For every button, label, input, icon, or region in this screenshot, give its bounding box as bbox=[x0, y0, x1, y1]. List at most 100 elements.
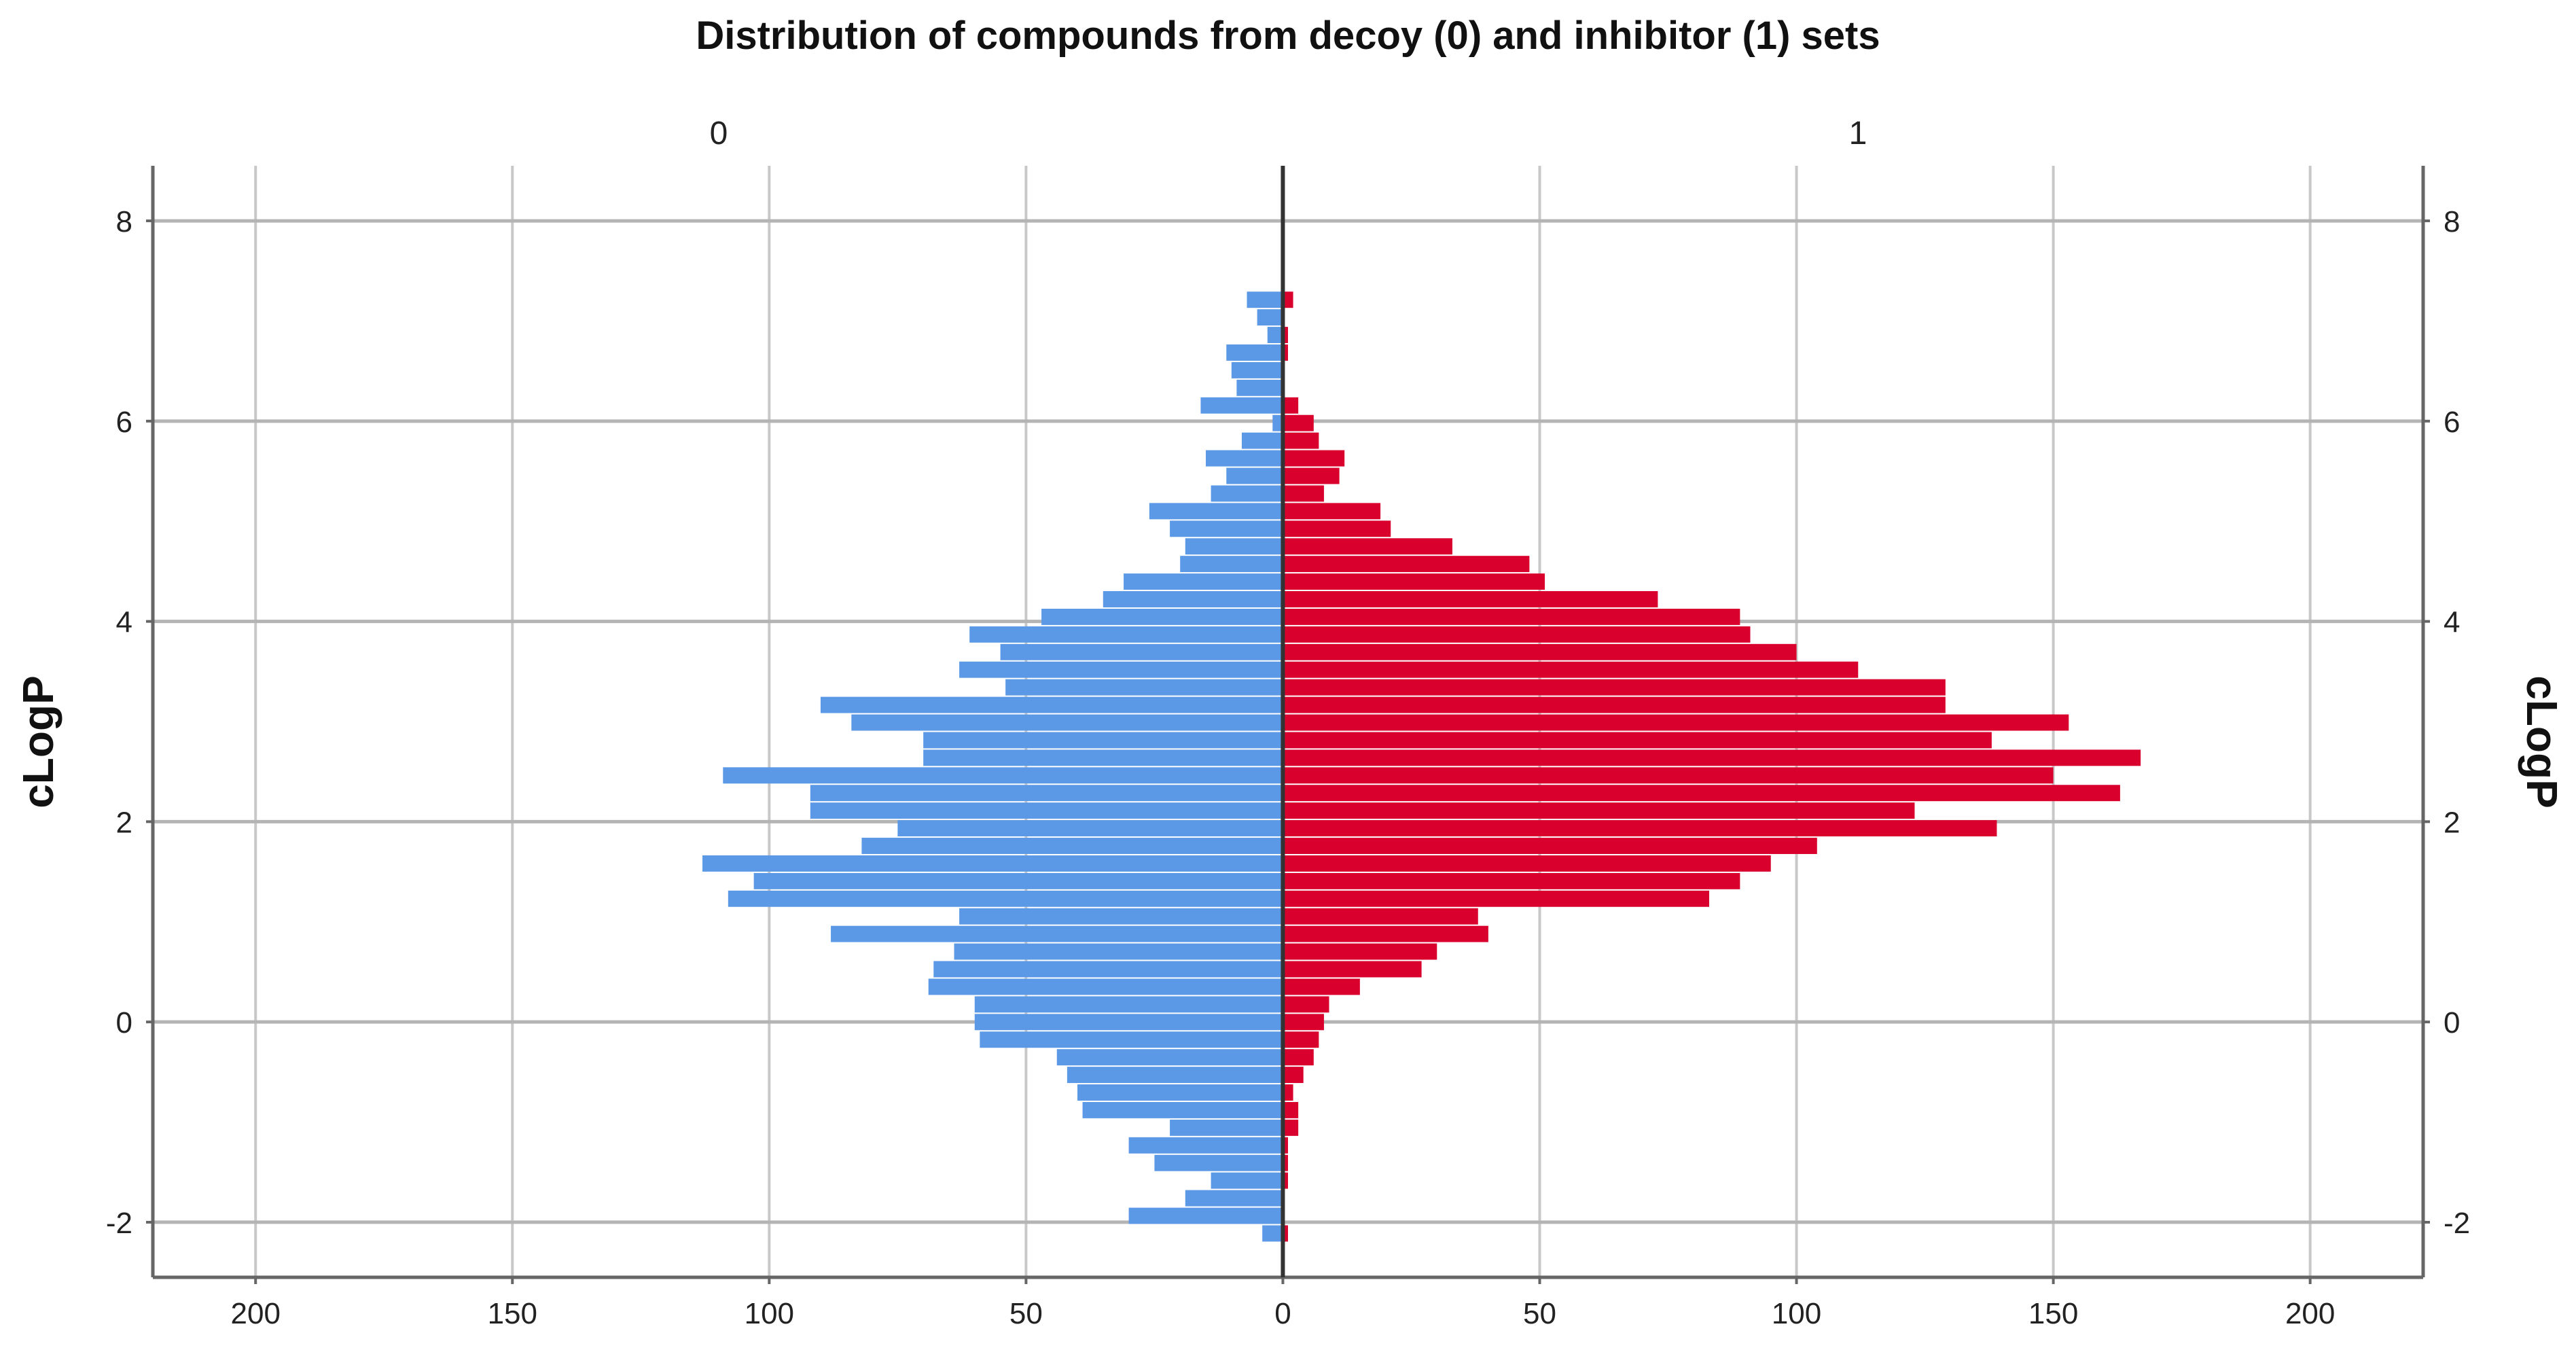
y-axis-title-right: cLogP bbox=[2518, 675, 2566, 809]
bar-decoy bbox=[974, 1014, 1283, 1031]
bar-decoy bbox=[1056, 1049, 1283, 1066]
bar-inhibitor bbox=[1283, 556, 1530, 573]
bars-decoy bbox=[702, 291, 1283, 1242]
bar-decoy bbox=[1257, 309, 1283, 326]
bar-inhibitor bbox=[1283, 291, 1293, 308]
bar-decoy bbox=[728, 890, 1283, 907]
bar-inhibitor bbox=[1283, 785, 2120, 802]
bar-inhibitor bbox=[1283, 996, 1329, 1013]
bar-inhibitor bbox=[1283, 802, 1915, 819]
bar-inhibitor bbox=[1283, 1084, 1293, 1101]
x-tick-label: 100 bbox=[745, 1297, 794, 1330]
bar-decoy bbox=[1262, 1225, 1283, 1242]
bar-decoy bbox=[1170, 520, 1283, 537]
bar-inhibitor bbox=[1283, 327, 1288, 344]
bar-inhibitor bbox=[1283, 608, 1740, 625]
bar-inhibitor bbox=[1283, 397, 1299, 414]
bar-decoy bbox=[1267, 327, 1283, 344]
bar-decoy bbox=[923, 732, 1283, 749]
bar-inhibitor bbox=[1283, 1172, 1288, 1189]
bar-inhibitor bbox=[1283, 1137, 1288, 1154]
bar-inhibitor bbox=[1283, 1031, 1319, 1048]
bar-inhibitor bbox=[1283, 1154, 1288, 1171]
bar-decoy bbox=[1067, 1067, 1283, 1084]
bar-inhibitor bbox=[1283, 414, 1314, 431]
bar-inhibitor bbox=[1283, 485, 1324, 502]
bar-inhibitor bbox=[1283, 925, 1488, 942]
y-tick-label: 0 bbox=[116, 1006, 132, 1040]
bar-decoy bbox=[1231, 361, 1283, 378]
x-tick-label: 50 bbox=[1009, 1297, 1043, 1330]
bar-decoy bbox=[1077, 1084, 1283, 1101]
bars-inhibitor bbox=[1283, 291, 2141, 1242]
bar-inhibitor bbox=[1283, 450, 1345, 467]
y-tick-label: 6 bbox=[2444, 406, 2460, 439]
bar-decoy bbox=[959, 661, 1283, 678]
bar-decoy bbox=[1170, 1119, 1283, 1136]
y-tick-label: 0 bbox=[2444, 1006, 2460, 1040]
bar-decoy bbox=[1272, 414, 1283, 431]
bar-decoy bbox=[1211, 1172, 1283, 1189]
bar-inhibitor bbox=[1283, 838, 1817, 854]
bar-decoy bbox=[959, 908, 1283, 925]
bar-inhibitor bbox=[1283, 820, 1997, 837]
bar-inhibitor bbox=[1283, 872, 1740, 889]
bar-decoy bbox=[861, 838, 1283, 854]
bar-inhibitor bbox=[1283, 978, 1360, 995]
bar-inhibitor bbox=[1283, 1067, 1304, 1084]
bar-inhibitor bbox=[1283, 1049, 1314, 1066]
bar-decoy bbox=[969, 626, 1283, 643]
bar-decoy bbox=[1206, 450, 1283, 467]
bar-decoy bbox=[702, 855, 1283, 872]
bar-decoy bbox=[1005, 679, 1283, 696]
bar-decoy bbox=[980, 1031, 1283, 1048]
bar-inhibitor bbox=[1283, 503, 1381, 520]
bar-decoy bbox=[933, 961, 1283, 978]
bar-decoy bbox=[1211, 485, 1283, 502]
bar-inhibitor bbox=[1283, 643, 1797, 660]
bar-decoy bbox=[723, 767, 1283, 784]
chart-title: Distribution of compounds from decoy (0)… bbox=[696, 14, 1880, 58]
bar-decoy bbox=[897, 820, 1283, 837]
bar-inhibitor bbox=[1283, 679, 1946, 696]
bar-decoy bbox=[974, 996, 1283, 1013]
bar-decoy bbox=[1103, 591, 1283, 607]
bar-decoy bbox=[1241, 432, 1283, 449]
bar-decoy bbox=[1128, 1137, 1283, 1154]
x-tick-label: 50 bbox=[1523, 1297, 1556, 1330]
x-tick-label: 100 bbox=[1772, 1297, 1821, 1330]
y-tick-label: -2 bbox=[2444, 1207, 2470, 1240]
bar-inhibitor bbox=[1283, 767, 2054, 784]
bar-inhibitor bbox=[1283, 908, 1478, 925]
bar-inhibitor bbox=[1283, 855, 1771, 872]
bar-decoy bbox=[954, 943, 1283, 960]
bar-decoy bbox=[1041, 608, 1283, 625]
bar-decoy bbox=[1000, 643, 1283, 660]
y-tick-label: 2 bbox=[2444, 806, 2460, 839]
bar-inhibitor bbox=[1283, 890, 1710, 907]
bar-inhibitor bbox=[1283, 538, 1452, 555]
bar-decoy bbox=[1154, 1154, 1283, 1171]
y-axis-title-left: cLogP bbox=[14, 675, 62, 809]
bar-decoy bbox=[1128, 1207, 1283, 1224]
bar-inhibitor bbox=[1283, 1225, 1288, 1242]
bar-inhibitor bbox=[1283, 1101, 1299, 1118]
bar-inhibitor bbox=[1283, 520, 1391, 537]
bar-decoy bbox=[810, 802, 1283, 819]
bar-inhibitor bbox=[1283, 591, 1658, 607]
bar-decoy bbox=[1124, 573, 1283, 590]
bar-decoy bbox=[753, 872, 1283, 889]
bar-inhibitor bbox=[1283, 432, 1319, 449]
x-tick-label: 150 bbox=[488, 1297, 537, 1330]
bar-decoy bbox=[1185, 1190, 1283, 1207]
bar-decoy bbox=[1226, 467, 1283, 484]
y-tick-label: 8 bbox=[2444, 205, 2460, 238]
bar-inhibitor bbox=[1283, 1119, 1299, 1136]
bar-decoy bbox=[1180, 556, 1283, 573]
y-tick-label: 2 bbox=[116, 806, 132, 839]
y-tick-label: 4 bbox=[116, 606, 132, 639]
bar-decoy bbox=[1200, 397, 1283, 414]
bar-inhibitor bbox=[1283, 661, 1859, 678]
plot-frame bbox=[146, 166, 2430, 1284]
